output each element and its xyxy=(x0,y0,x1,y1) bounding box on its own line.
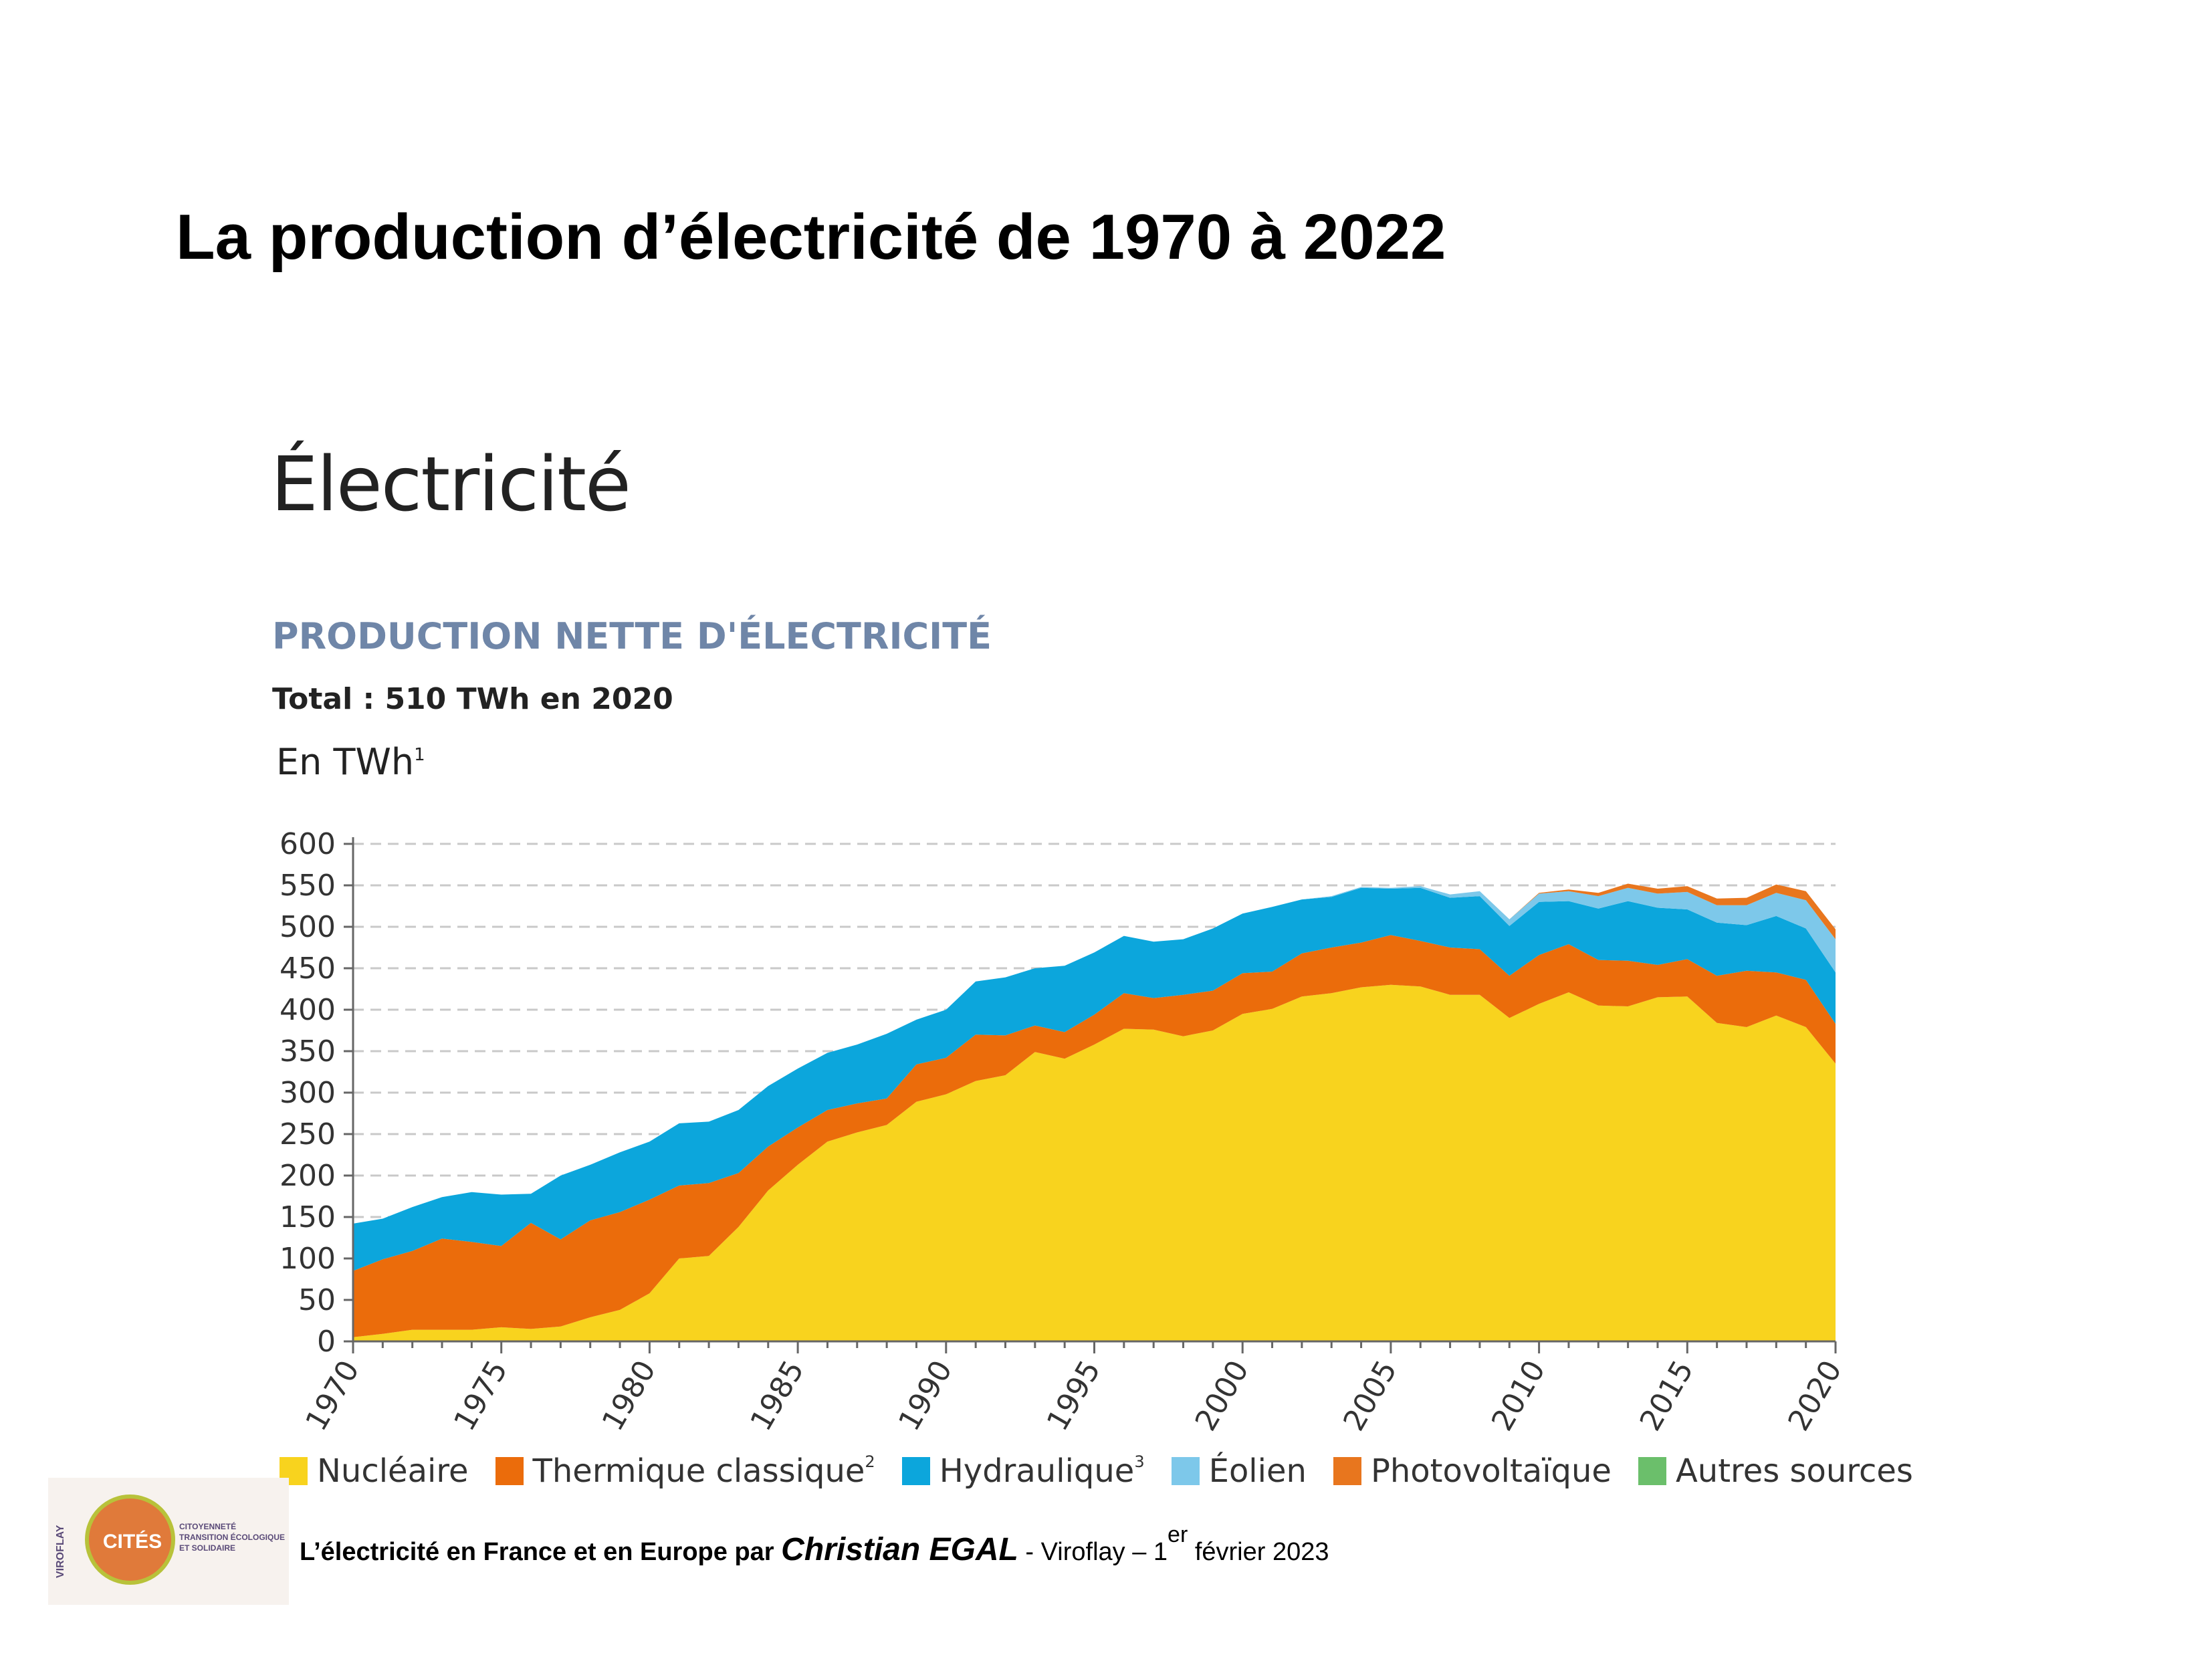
legend-label-text: Nucléaire xyxy=(317,1452,469,1490)
footer-date-sup: er xyxy=(1168,1522,1188,1547)
figure-title: Électricité xyxy=(271,441,631,528)
y-axis-unit-label: En TWh xyxy=(276,741,415,783)
y-tick-label: 400 xyxy=(280,993,336,1027)
area-series-2 xyxy=(353,887,1836,1271)
x-tick-label: 2005 xyxy=(1337,1355,1404,1436)
legend-item: Éolien xyxy=(1171,1452,1307,1490)
footer-author: Christian EGAL xyxy=(781,1532,1018,1567)
legend-label: Nucléaire xyxy=(317,1452,469,1490)
legend-label-text: Autres sources xyxy=(1675,1452,1913,1490)
legend-item: Nucléaire xyxy=(280,1452,469,1490)
legend-swatch xyxy=(495,1457,524,1485)
legend-item: Hydraulique3 xyxy=(901,1452,1145,1490)
x-tick-label: 1985 xyxy=(744,1355,810,1436)
x-tick-label: 1970 xyxy=(299,1355,366,1436)
legend-label: Éolien xyxy=(1209,1452,1307,1490)
legend-item: Thermique classique2 xyxy=(495,1452,875,1490)
y-tick-label: 550 xyxy=(280,869,336,903)
x-tick-label: 1975 xyxy=(447,1355,514,1436)
footer-place-date: - Viroflay – 1 xyxy=(1018,1538,1168,1566)
chart-total-note: Total : 510 TWh en 2020 xyxy=(272,682,673,716)
y-tick-label: 500 xyxy=(280,910,336,944)
legend-item: Autres sources xyxy=(1638,1452,1913,1490)
logo-name: CITÉS xyxy=(102,1531,162,1553)
legend-label-text: Thermique classique xyxy=(532,1452,865,1490)
x-tick-label: 2015 xyxy=(1634,1355,1700,1436)
y-tick-label: 250 xyxy=(280,1117,336,1151)
legend-label-text: Photovoltaïque xyxy=(1370,1452,1612,1490)
y-tick-label: 300 xyxy=(280,1076,336,1110)
x-tick-label: 1995 xyxy=(1040,1355,1107,1436)
footer-topic: L’électricité en France et en Europe par xyxy=(300,1538,774,1566)
chart-legend: Nucléaire Thermique classique2 Hydraulique… xyxy=(280,1448,1940,1495)
legend-footnote: 2 xyxy=(865,1452,875,1471)
logo-emblem: CITÉS xyxy=(85,1495,175,1585)
footer: L’électricité en France et en Europe par… xyxy=(300,1522,1329,1568)
y-tick-label: 50 xyxy=(298,1283,336,1317)
logo-side-text: VIROFLAY xyxy=(55,1525,66,1578)
cites-logo: VIROFLAY CITÉS CITOYENNETÉ TRANSITION ÉC… xyxy=(48,1478,289,1605)
legend-label-text: Éolien xyxy=(1208,1452,1307,1490)
y-tick-label: 100 xyxy=(280,1242,336,1276)
slide-title: La production d’électricité de 1970 à 20… xyxy=(176,201,1446,273)
y-tick-label: 200 xyxy=(280,1159,336,1193)
y-tick-label: 450 xyxy=(280,952,336,986)
legend-label: Autres sources xyxy=(1676,1452,1913,1490)
legend-label: Photovoltaïque xyxy=(1371,1452,1612,1490)
legend-footnote: 3 xyxy=(1134,1452,1145,1471)
chart-title: PRODUCTION NETTE D'ÉLECTRICITÉ xyxy=(272,615,992,657)
legend-swatch xyxy=(1171,1457,1200,1485)
legend-swatch xyxy=(1333,1457,1361,1485)
y-tick-label: 350 xyxy=(280,1034,336,1069)
logo-tagline: CITOYENNETÉ TRANSITION ÉCOLOGIQUE ET SOL… xyxy=(179,1522,286,1553)
area-series-0 xyxy=(353,984,1836,1341)
y-tick-label: 0 xyxy=(317,1325,336,1359)
x-tick-label: 2000 xyxy=(1189,1355,1256,1436)
legend-item: Photovoltaïque xyxy=(1333,1452,1612,1490)
y-tick-label: 600 xyxy=(280,827,336,861)
x-tick-label: 2010 xyxy=(1485,1355,1552,1436)
legend-label: Thermique classique2 xyxy=(533,1452,875,1490)
legend-label-text: Hydraulique xyxy=(939,1452,1135,1490)
area-series-1 xyxy=(353,935,1836,1337)
legend-label: Hydraulique3 xyxy=(939,1452,1145,1490)
x-tick-label: 1980 xyxy=(596,1355,663,1436)
y-tick-label: 150 xyxy=(280,1200,336,1234)
y-axis-unit: En TWh1 xyxy=(276,741,425,783)
x-tick-label: 2020 xyxy=(1781,1355,1848,1436)
footer-date-suffix: février 2023 xyxy=(1188,1538,1329,1566)
x-tick-label: 1990 xyxy=(892,1355,959,1436)
legend-swatch xyxy=(1638,1457,1666,1485)
y-axis-unit-footnote: 1 xyxy=(414,745,425,765)
legend-swatch xyxy=(901,1457,930,1485)
